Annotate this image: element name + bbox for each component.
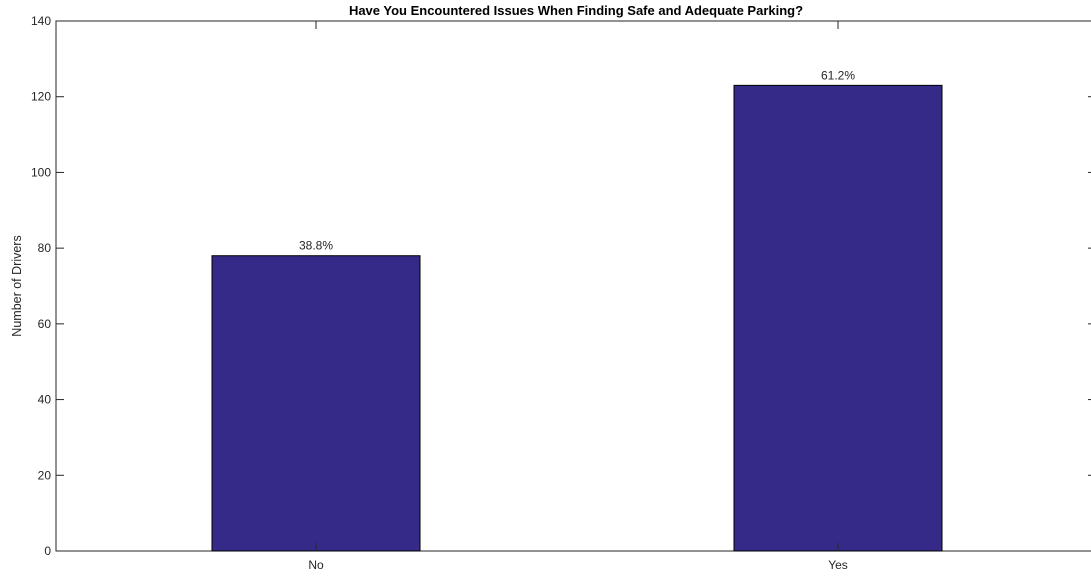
bar-yes [733, 84, 943, 552]
y-tick-label-100: 100 [31, 165, 51, 179]
x-tick-label-no: No [308, 558, 324, 572]
x-axis-ticks: No Yes [308, 21, 848, 572]
y-tick-label-140: 140 [31, 14, 51, 28]
y-tick-label-40: 40 [38, 393, 52, 407]
y-tick-label-120: 120 [31, 90, 51, 104]
y-axis-ticks: 0 20 40 60 80 100 120 140 [31, 14, 1091, 558]
chart-title: Have You Encountered Issues When Finding… [349, 3, 803, 18]
plot-frame [55, 20, 1091, 552]
y-tick-label-60: 60 [38, 317, 52, 331]
y-tick-label-80: 80 [38, 241, 52, 255]
data-label-yes: 61.2% [821, 68, 855, 82]
data-labels-group: 38.8% 61.2% [299, 68, 855, 252]
bar-no [211, 255, 421, 552]
y-tick-label-0: 0 [44, 544, 51, 558]
y-axis-label: Number of Drivers [10, 235, 24, 336]
y-tick-label-20: 20 [38, 468, 52, 482]
x-tick-label-yes: Yes [828, 558, 848, 572]
data-label-no: 38.8% [299, 239, 333, 253]
plot-area: 38.8% 61.2% 0 20 40 60 80 100 120 140 No Yes [31, 14, 1091, 572]
bars-group [211, 84, 943, 552]
